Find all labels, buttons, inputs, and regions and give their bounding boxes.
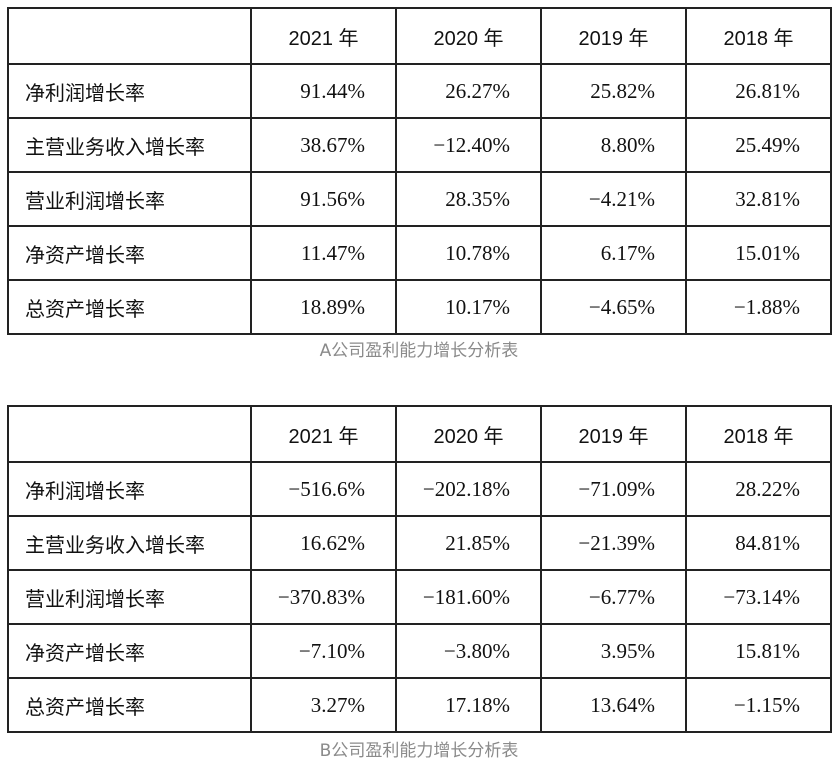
value-cell: 91.44% [250,63,397,119]
value-cell: 25.82% [540,63,687,119]
table-row: 主营业务收入增长率 38.67% −12.40% 8.80% 25.49% [7,117,832,173]
value-cell: −12.40% [395,117,542,173]
value-cell: 10.17% [395,279,542,335]
row-label: 净资产增长率 [7,623,252,679]
table-row: 净利润增长率 91.44% 26.27% 25.82% 26.81% [7,63,832,119]
value-cell: −7.10% [250,623,397,679]
header-year-2020: 2020 年 [395,7,542,65]
company-a-growth-table: 2021 年 2020 年 2019 年 2018 年 净利润增长率 91.44… [7,7,832,335]
value-cell: 6.17% [540,225,687,281]
value-cell: 25.49% [685,117,832,173]
value-cell: 16.62% [250,515,397,571]
value-cell: 17.18% [395,677,542,733]
value-cell: −370.83% [250,569,397,625]
value-cell: −71.09% [540,461,687,517]
value-cell: 3.27% [250,677,397,733]
header-year-2019: 2019 年 [540,405,687,463]
row-label: 营业利润增长率 [7,569,252,625]
header-year-2018: 2018 年 [685,405,832,463]
value-cell: 26.27% [395,63,542,119]
header-year-2021: 2021 年 [250,405,397,463]
value-cell: 8.80% [540,117,687,173]
row-label: 净资产增长率 [7,225,252,281]
value-cell: 10.78% [395,225,542,281]
value-cell: −73.14% [685,569,832,625]
company-b-growth-table: 2021 年 2020 年 2019 年 2018 年 净利润增长率 −516.… [7,405,832,733]
row-label: 营业利润增长率 [7,171,252,227]
header-row: 2021 年 2020 年 2019 年 2018 年 [7,7,832,65]
value-cell: −1.15% [685,677,832,733]
value-cell: 13.64% [540,677,687,733]
table-row: 总资产增长率 3.27% 17.18% 13.64% −1.15% [7,677,832,733]
value-cell: 3.95% [540,623,687,679]
header-year-2018: 2018 年 [685,7,832,65]
value-cell: 15.81% [685,623,832,679]
row-label: 总资产增长率 [7,677,252,733]
value-cell: −181.60% [395,569,542,625]
row-label: 总资产增长率 [7,279,252,335]
value-cell: 38.67% [250,117,397,173]
value-cell: 21.85% [395,515,542,571]
table-caption-b: B公司盈利能力增长分析表 [319,741,519,761]
header-year-2019: 2019 年 [540,7,687,65]
table-caption-a: A公司盈利能力增长分析表 [319,341,519,361]
table-row: 总资产增长率 18.89% 10.17% −4.65% −1.88% [7,279,832,335]
header-row: 2021 年 2020 年 2019 年 2018 年 [7,405,832,463]
value-cell: −6.77% [540,569,687,625]
table-row: 营业利润增长率 −370.83% −181.60% −6.77% −73.14% [7,569,832,625]
header-corner-cell [7,7,252,65]
table-row: 营业利润增长率 91.56% 28.35% −4.21% 32.81% [7,171,832,227]
value-cell: −202.18% [395,461,542,517]
row-label: 主营业务收入增长率 [7,515,252,571]
value-cell: −21.39% [540,515,687,571]
row-label: 净利润增长率 [7,63,252,119]
value-cell: 32.81% [685,171,832,227]
value-cell: 18.89% [250,279,397,335]
header-year-2020: 2020 年 [395,405,542,463]
value-cell: 11.47% [250,225,397,281]
header-year-2021: 2021 年 [250,7,397,65]
value-cell: −516.6% [250,461,397,517]
row-label: 净利润增长率 [7,461,252,517]
header-corner-cell [7,405,252,463]
value-cell: −4.65% [540,279,687,335]
value-cell: 28.35% [395,171,542,227]
value-cell: 28.22% [685,461,832,517]
value-cell: −1.88% [685,279,832,335]
value-cell: 26.81% [685,63,832,119]
table-row: 主营业务收入增长率 16.62% 21.85% −21.39% 84.81% [7,515,832,571]
value-cell: −4.21% [540,171,687,227]
value-cell: 84.81% [685,515,832,571]
value-cell: 91.56% [250,171,397,227]
value-cell: 15.01% [685,225,832,281]
table-row: 净资产增长率 −7.10% −3.80% 3.95% 15.81% [7,623,832,679]
value-cell: −3.80% [395,623,542,679]
row-label: 主营业务收入增长率 [7,117,252,173]
table-row: 净资产增长率 11.47% 10.78% 6.17% 15.01% [7,225,832,281]
table-row: 净利润增长率 −516.6% −202.18% −71.09% 28.22% [7,461,832,517]
